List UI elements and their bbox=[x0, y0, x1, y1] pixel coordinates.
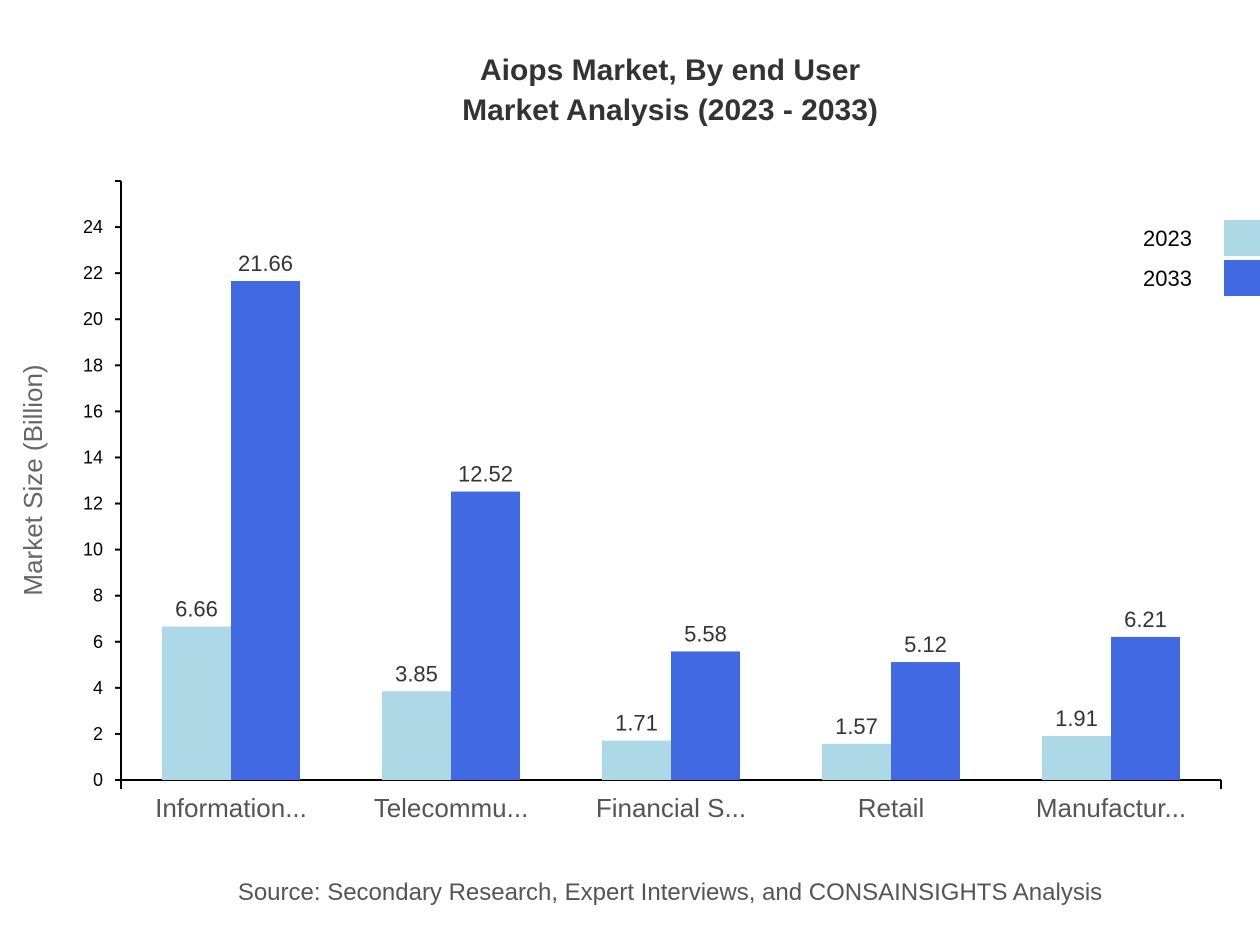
legend-swatch bbox=[1224, 260, 1260, 296]
y-tick-label: 20 bbox=[83, 309, 103, 329]
y-tick-label: 0 bbox=[93, 770, 103, 790]
chart-title: Aiops Market, By end User bbox=[480, 54, 860, 87]
bar-2023 bbox=[602, 740, 671, 780]
bar-2023 bbox=[822, 743, 891, 780]
legend-label: 2033 bbox=[1143, 266, 1192, 291]
bar-2033 bbox=[231, 280, 300, 780]
y-tick-label: 14 bbox=[83, 447, 103, 467]
legend-swatch bbox=[1224, 220, 1260, 256]
bar-2033 bbox=[671, 651, 740, 780]
bar-value-label: 3.85 bbox=[395, 661, 438, 686]
y-tick-label: 24 bbox=[83, 217, 103, 237]
bar-2023 bbox=[382, 691, 451, 780]
source-note: Source: Secondary Research, Expert Inter… bbox=[238, 879, 1102, 906]
y-tick-label: 10 bbox=[83, 540, 103, 560]
bar-value-label: 1.71 bbox=[615, 711, 658, 736]
y-axis-label: Market Size (Billion) bbox=[18, 364, 48, 595]
y-tick-label: 6 bbox=[93, 632, 103, 652]
bar-2023 bbox=[1042, 735, 1111, 780]
bar-value-label: 12.52 bbox=[458, 462, 513, 487]
legend-label: 2023 bbox=[1143, 226, 1192, 251]
y-tick-label: 16 bbox=[83, 401, 103, 421]
bar-value-label: 1.57 bbox=[835, 714, 878, 739]
y-tick-label: 18 bbox=[83, 355, 103, 375]
bar-2033 bbox=[451, 491, 520, 780]
y-tick-label: 22 bbox=[83, 263, 103, 283]
bar-value-label: 6.21 bbox=[1124, 607, 1167, 632]
bar-value-label: 6.66 bbox=[175, 597, 218, 622]
bar-value-label: 21.66 bbox=[238, 251, 293, 276]
x-tick-label: Information... bbox=[155, 793, 307, 823]
chart-subtitle: Market Analysis (2023 - 2033) bbox=[462, 94, 878, 127]
x-tick-label: Telecommu... bbox=[374, 793, 529, 823]
bar-2023 bbox=[162, 626, 231, 780]
x-tick-label: Financial S... bbox=[596, 793, 746, 823]
y-tick-label: 2 bbox=[93, 724, 103, 744]
y-tick-label: 4 bbox=[93, 678, 103, 698]
bar-value-label: 5.58 bbox=[684, 621, 727, 646]
x-tick-label: Manufactur... bbox=[1036, 793, 1186, 823]
bar-value-label: 5.12 bbox=[904, 632, 947, 657]
bar-value-label: 1.91 bbox=[1055, 706, 1098, 731]
x-tick-label: Retail bbox=[858, 793, 924, 823]
bar-2033 bbox=[891, 662, 960, 780]
y-tick-label: 12 bbox=[83, 494, 103, 514]
y-tick-label: 8 bbox=[93, 586, 103, 606]
bar-2033 bbox=[1111, 636, 1180, 780]
